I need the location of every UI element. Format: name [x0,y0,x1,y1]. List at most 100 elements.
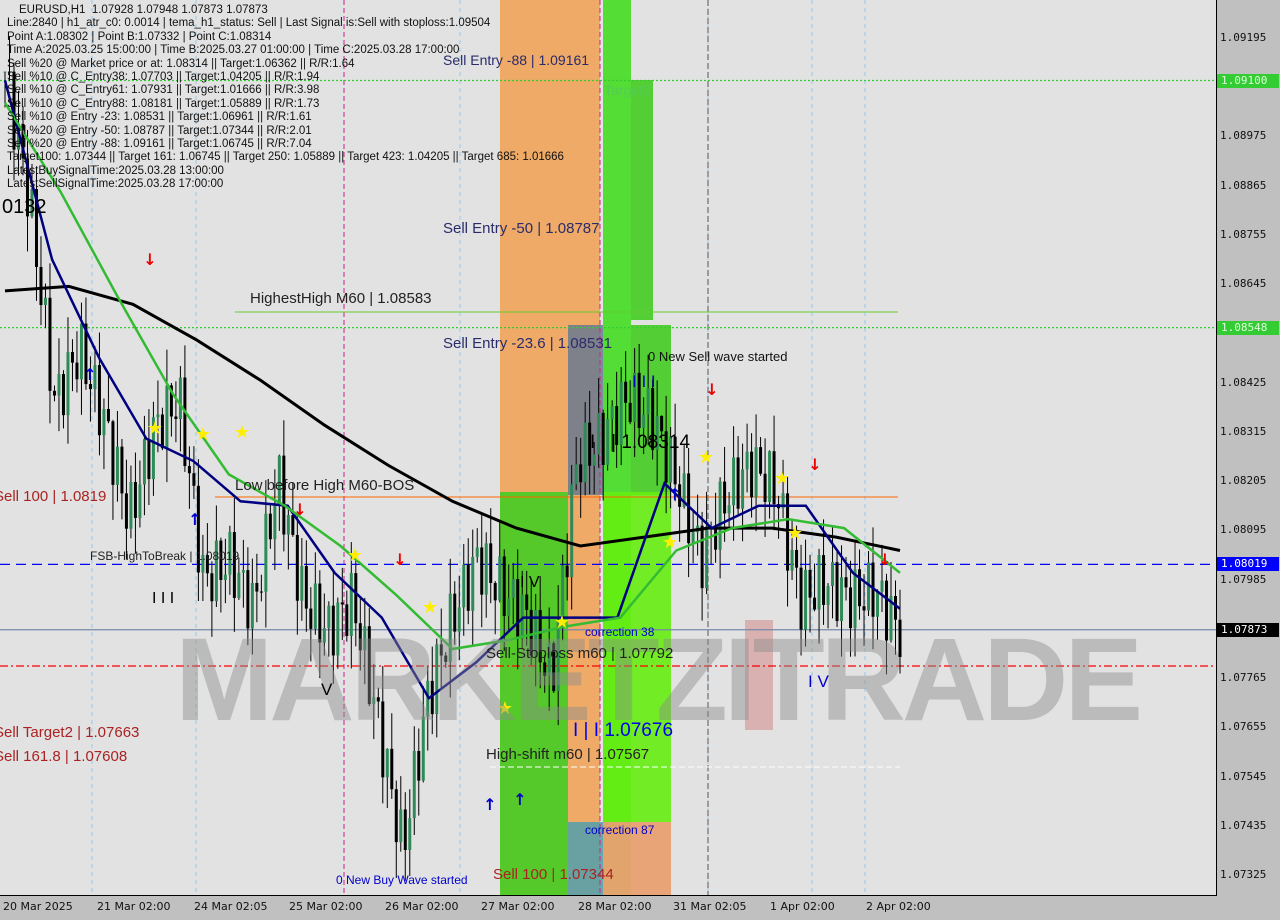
candle-body [124,493,128,529]
candle-body [345,604,349,636]
candle-body [340,602,344,605]
candle-body [498,556,502,601]
candle-body [403,809,407,851]
candle-body [475,547,479,557]
candle-body [457,607,461,632]
candle-body [255,582,259,592]
info-line: LatestBuySignalTime:2025.03.28 13:00:00 [7,164,224,177]
info-line: Sell %10 @ C_Entry61: 1.07931 || Target:… [7,84,320,97]
candle-body [169,385,173,417]
candle-body [268,513,272,540]
star-icon: ★ [497,698,513,719]
candle-body [295,534,299,601]
candle-body [853,569,857,629]
candle-body [57,374,61,396]
x-tick: 21 Mar 02:00 [97,900,171,913]
price-axis[interactable]: 1.09195 1.08975 1.08865 1.08755 1.08645 1.084… [1217,0,1280,895]
price-tag: 1.08019 [1217,557,1279,572]
candle-body [196,485,200,573]
candle-body [669,436,673,483]
candle-body [601,412,605,465]
candle-body [619,381,623,445]
candle-body [147,439,151,480]
x-tick: 25 Mar 02:00 [289,900,363,913]
x-tick: 31 Mar 02:05 [673,900,747,913]
candle-body [588,422,592,466]
candle-body [160,414,164,449]
candle-body [376,697,380,702]
candle-body [7,71,11,73]
signal-arrow-icon: ↓ [143,250,156,269]
time-axis[interactable]: 20 Mar 2025 21 Mar 02:00 24 Mar 02:05 25 Ma… [0,896,1216,920]
candle-body [858,569,862,607]
new-buy-wave-label: 0 New Buy Wave started [336,873,468,887]
candle-body [493,582,497,601]
candle-body [772,451,776,505]
star-icon: ★ [422,597,438,618]
y-tick: 1.07435 [1220,818,1267,832]
candle-body [43,297,47,306]
watermark-accent [745,620,773,730]
signal-zone [603,822,671,895]
info-line: Time A:2025.03.25 15:00:00 | Time B:2025… [7,44,460,57]
y-tick: 1.08865 [1220,178,1267,192]
star-icon: ★ [554,612,570,633]
candle-body [318,583,322,643]
candle-body [795,549,799,568]
candle-body [691,532,695,544]
sell-entry-88-label: Sell Entry -88 | 1.09161 [443,52,590,68]
candle-body [840,577,844,621]
candle-body [313,583,317,629]
signal-arrow-icon: ↑ [668,485,681,504]
candle-body [880,580,884,592]
candle-body [354,573,358,624]
signal-arrow-icon: ↑ [83,365,96,384]
candle-body [349,573,353,636]
candle-body [439,644,443,656]
candle-body [322,628,326,643]
y-tick: 1.08755 [1220,227,1267,241]
candle-body [889,596,893,641]
candle-body [759,447,763,474]
x-tick: 2 Apr 02:00 [866,900,931,913]
y-tick: 1.07985 [1220,572,1267,586]
candle-body [273,504,277,540]
info-line: Sell %10 @ C_Entry88: 1.08181 || Target:… [7,97,320,110]
candle-body [52,390,56,396]
candle-body [120,446,124,494]
candle-body [75,362,79,380]
candle-body [336,602,340,656]
candle-body [30,189,34,217]
y-tick: 1.08425 [1220,375,1267,389]
candle-body [651,388,655,450]
candle-body [462,564,466,608]
corner-value: 0132 [2,196,47,218]
candle-body [331,605,335,656]
candle-body [48,297,52,391]
candle-body [471,556,475,611]
star-icon: ★ [787,523,803,544]
candle-body [363,626,367,651]
signal-arrow-icon: ↑ [513,790,526,809]
candle-body [21,123,25,159]
candle-body [511,579,515,599]
candle-body [624,381,628,403]
wave-ii-label: I I | 1.08314 [590,432,691,453]
info-line: Target100: 1.07344 || Target 161: 1.0674… [7,151,564,164]
info-line: Sell %20 @ Entry -88: 1.09161 || Target:… [7,138,312,151]
chart-plot-area[interactable]: ↓ ↑ ↑ ↓ ↓ ↑ ↑ ↑ ↓ ↓ ↓ ★ ★ ★ ★ ★ ★ ★ ★ ★ ★ ★ MARKETZITRADE EUR… [0,0,1217,896]
candle-body [291,515,295,535]
x-tick: 26 Mar 02:00 [385,900,459,913]
x-tick: 27 Mar 02:00 [481,900,555,913]
candle-body [34,189,38,267]
signal-arrow-icon: ↑ [483,795,496,814]
candle-body [286,515,290,535]
sell-100-label: Sell 100 | 1.0819 [0,488,107,505]
candle-body [210,573,214,602]
info-line: Line:2840 | h1_atr_c0: 0.0014 | tema_h1_… [7,17,491,30]
sell-target2-label: Sell Target2 | 1.07663 [0,724,140,741]
candle-body [574,464,578,485]
y-tick: 1.07545 [1220,769,1267,783]
info-line: Sell %20 @ Entry -50: 1.08787 || Target:… [7,124,312,137]
candle-body [547,643,551,676]
